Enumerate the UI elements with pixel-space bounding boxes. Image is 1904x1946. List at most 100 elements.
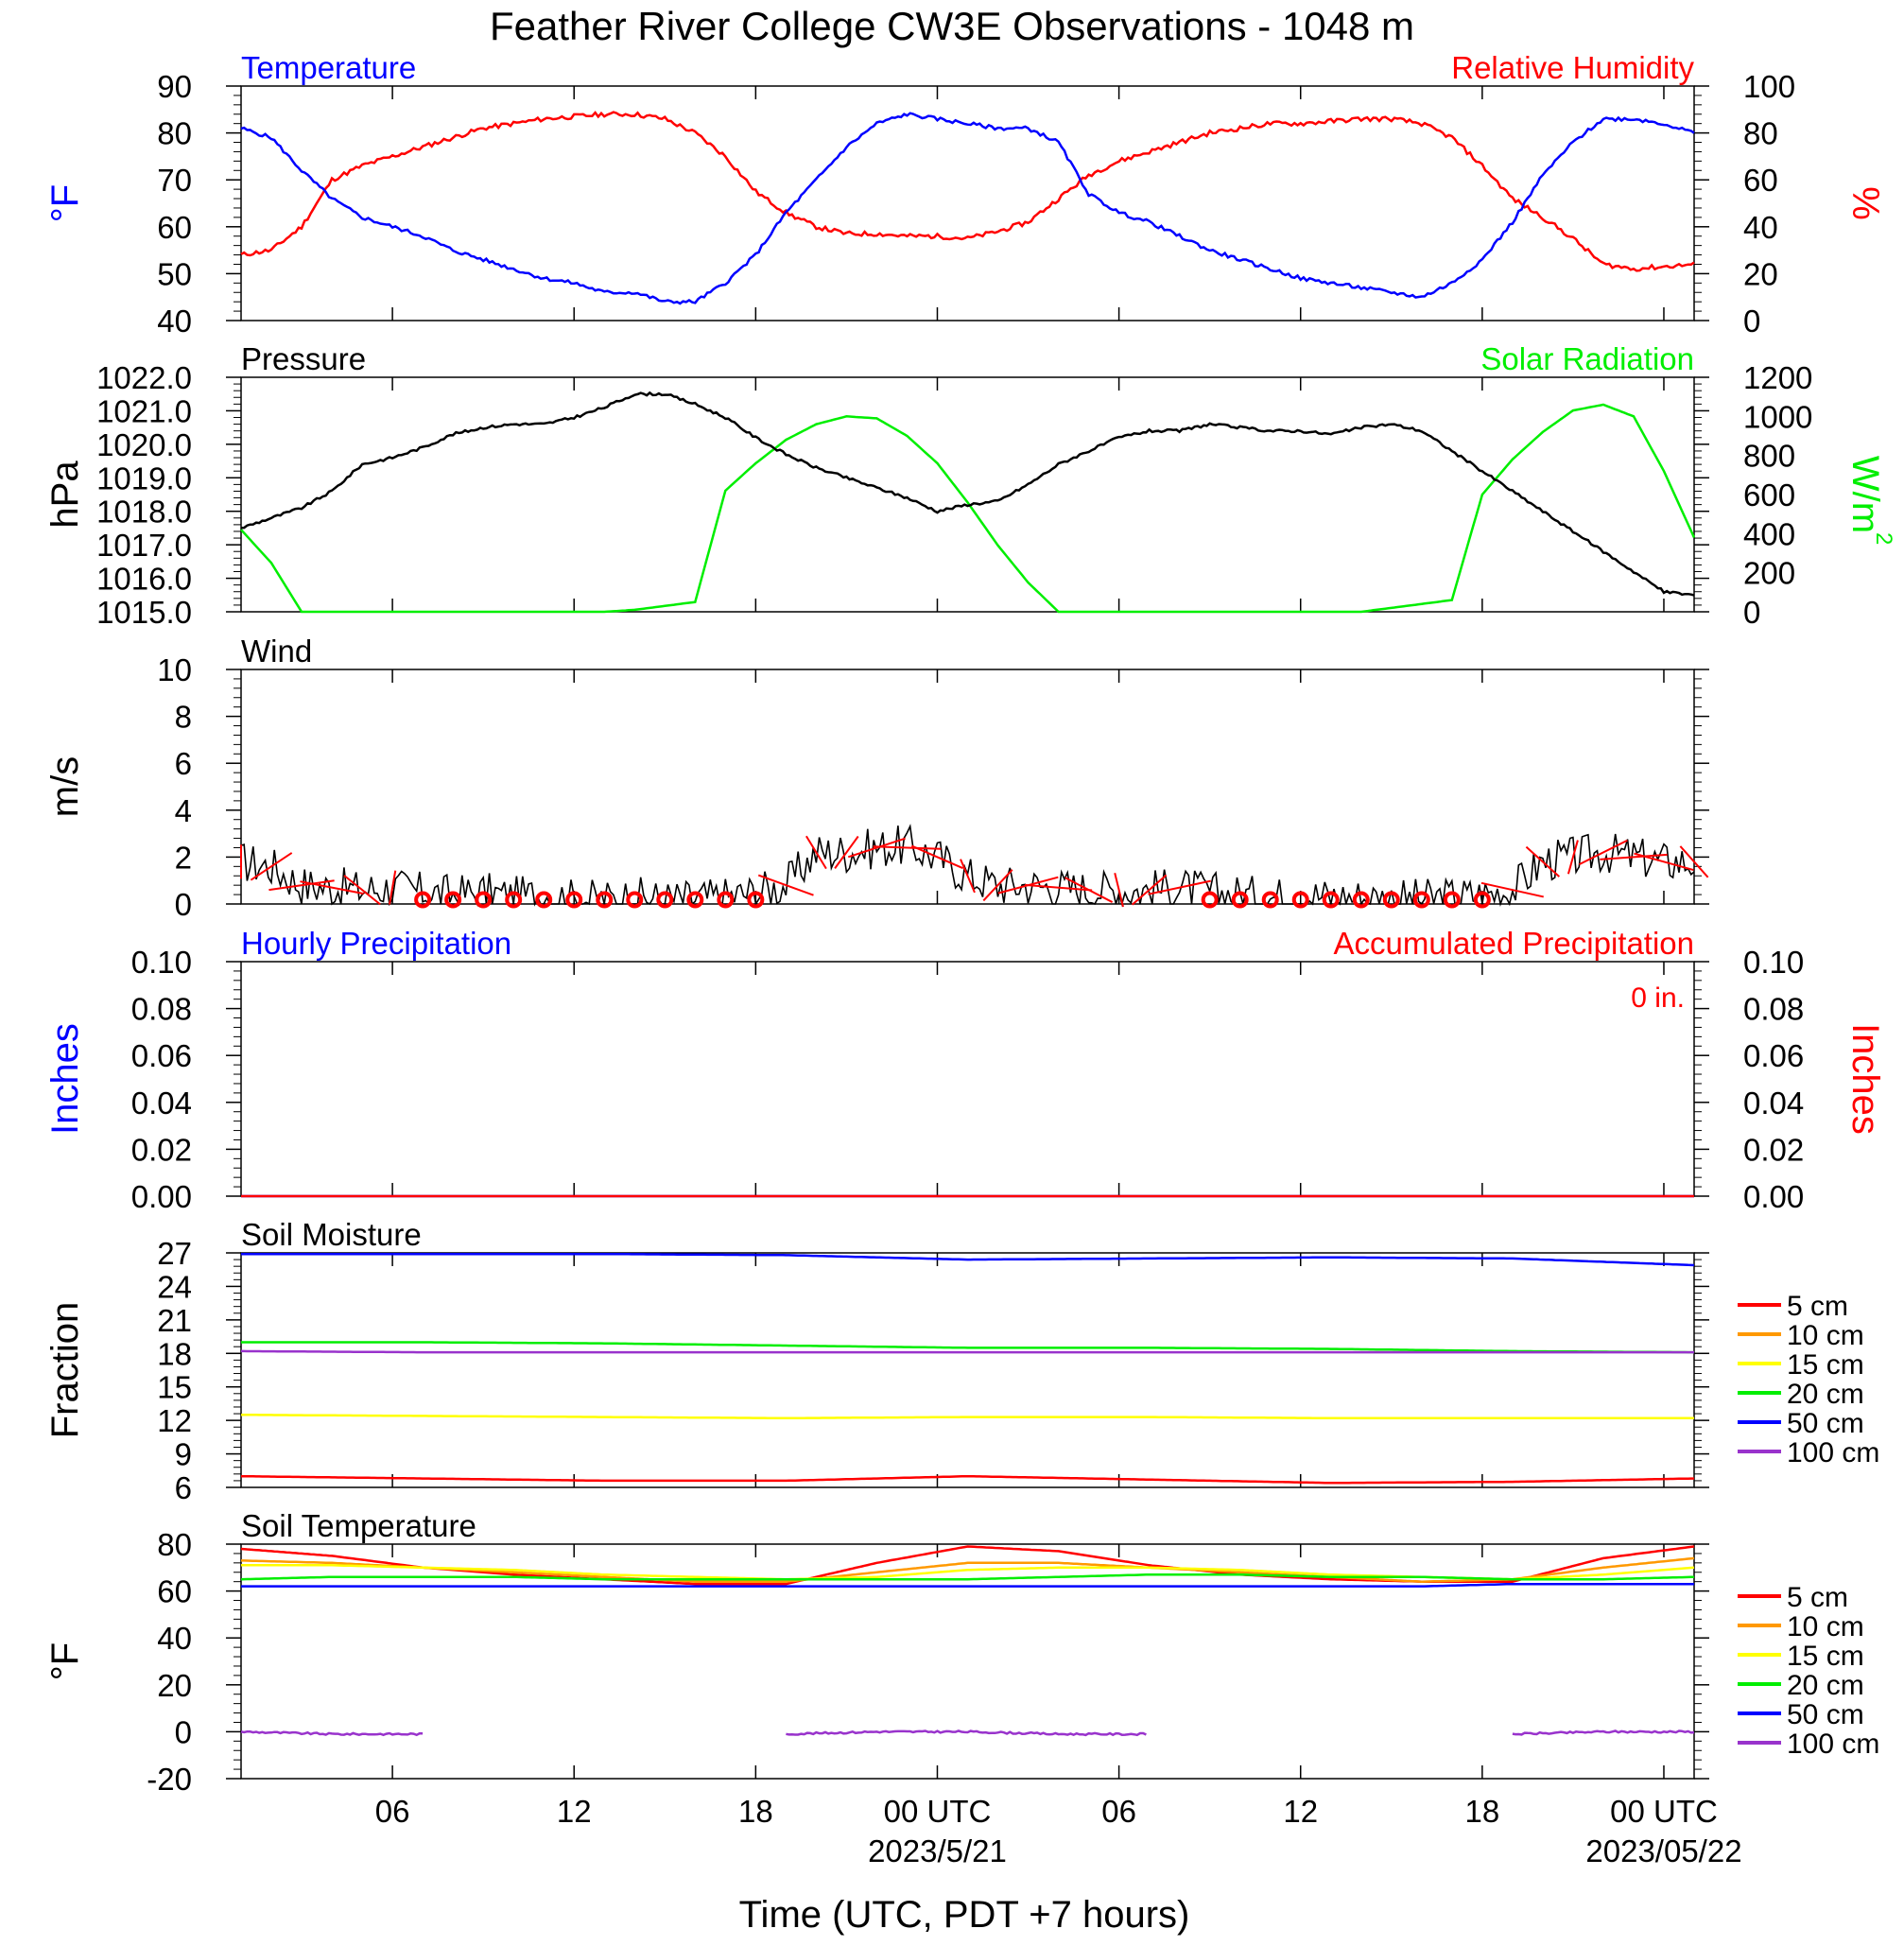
soil_temp-legend-label: 20 cm [1787, 1670, 1864, 1701]
soil-temperature-line [240, 1572, 1695, 1581]
pressure_solar-left-tick-label: 1022.0 [96, 360, 192, 395]
wind-left-tick-label: 2 [175, 840, 192, 875]
wind-calm-marker [1291, 891, 1309, 909]
soil_moisture-legend-label: 100 cm [1787, 1437, 1879, 1468]
wind-barb [834, 835, 859, 869]
soil_temp-left-tick-label: 60 [157, 1574, 192, 1609]
pressure_solar-right-tick-label: 1200 [1743, 360, 1812, 395]
wind-calm-marker [565, 891, 583, 909]
wind-calm-marker [1352, 891, 1370, 909]
x-date-label: 2023/5/21 [868, 1833, 1007, 1868]
soil_temp-legend-label: 50 cm [1787, 1699, 1864, 1730]
wind-calm-marker [717, 891, 735, 909]
wind-barb [982, 869, 1013, 902]
wind-barb [268, 879, 335, 892]
soil-temperature-line [240, 1729, 1695, 1737]
precip-right-tick-label: 0.10 [1743, 945, 1804, 980]
wind-barb [805, 835, 827, 870]
soil-moisture-line [241, 1349, 1694, 1354]
solar-radiation-line [240, 403, 1696, 614]
wind-calm-marker [1382, 891, 1400, 909]
temp_rh-left-unit: °F [44, 184, 86, 222]
precip-left-tick-label: 0.04 [131, 1086, 192, 1121]
wind-left-tick-label: 0 [175, 887, 192, 922]
pressure_solar-frame [240, 376, 1695, 613]
soil_moisture-left-tick-label: 24 [157, 1269, 192, 1304]
temp_rh-right-tick-label: 100 [1743, 69, 1795, 104]
pressure_solar-left-tick-label: 1017.0 [96, 528, 192, 563]
soil-moisture-line [241, 1474, 1694, 1485]
precip-left-tick-label: 0.02 [131, 1132, 192, 1167]
soil_moisture-left-title: Soil Moisture [241, 1217, 422, 1252]
wind-barb [757, 874, 814, 896]
wind-calm-marker [1261, 891, 1279, 909]
precip-right-tick-label: 0.04 [1743, 1086, 1804, 1121]
soil_temp-left-tick-label: 80 [157, 1527, 192, 1562]
soil_moisture-frame [240, 1252, 1695, 1488]
soil_temp-frame [240, 1543, 1695, 1780]
soil_moisture-legend-label: 20 cm [1787, 1379, 1864, 1410]
temperature-line [240, 112, 1695, 305]
soil_moisture-legend-label: 5 cm [1787, 1291, 1848, 1322]
temp_rh-right-tick-label: 20 [1743, 256, 1778, 291]
soil_temp-legend-label: 5 cm [1787, 1582, 1848, 1613]
wind-left-tick-label: 10 [157, 652, 192, 687]
wind-left-tick-label: 8 [175, 700, 192, 735]
precip-right-tick-label: 0.06 [1743, 1038, 1804, 1073]
x-axis-label: Time (UTC, PDT +7 hours) [739, 1894, 1190, 1936]
x-tick-label: 18 [1464, 1794, 1499, 1829]
wind-calm-marker [414, 891, 432, 909]
soil-temperature-line [241, 1582, 1694, 1588]
soil_temp-left-unit: °F [44, 1642, 86, 1680]
soil-moisture-line [241, 1341, 1694, 1354]
wind-barb [1566, 840, 1579, 875]
soil_moisture-left-tick-label: 12 [157, 1403, 192, 1438]
soil-temperature-line [241, 1556, 1695, 1583]
x-tick-label: 00 UTC [1610, 1794, 1718, 1829]
temp_rh-right-tick-label: 60 [1743, 163, 1778, 198]
accumulated-precip-value: 0 in. [1631, 982, 1685, 1014]
wind-calm-marker [1443, 891, 1461, 909]
temp_rh-right-tick-label: 80 [1743, 116, 1778, 151]
temp_rh-left-tick-label: 40 [157, 304, 192, 339]
wind-barb [1065, 877, 1114, 903]
wind-barb [1024, 883, 1093, 892]
soil_moisture-left-tick-label: 9 [175, 1437, 192, 1472]
temp_rh-left-tick-label: 60 [157, 210, 192, 245]
wind-barb [1525, 845, 1561, 877]
soil_temp-legend-label: 15 cm [1787, 1641, 1864, 1672]
wind-frame [240, 669, 1695, 905]
temp_rh-left-tick-label: 80 [157, 116, 192, 151]
temp_rh-left-tick-label: 50 [157, 256, 192, 291]
pressure_solar-left-title: Pressure [241, 341, 366, 376]
wind-calm-marker [1473, 891, 1491, 909]
temp_rh-left-title: Temperature [241, 50, 416, 85]
wind-calm-marker [596, 891, 614, 909]
rh-line [240, 111, 1695, 272]
pressure_solar-left-tick-label: 1019.0 [96, 460, 192, 495]
wind-calm-marker [535, 891, 553, 909]
x-tick-label: 12 [1283, 1794, 1318, 1829]
wind-barb [343, 875, 381, 906]
wind-left-unit: m/s [44, 756, 86, 817]
soil_temp-left-tick-label: 40 [157, 1621, 192, 1656]
soil_moisture-left-tick-label: 27 [157, 1236, 192, 1271]
wind-barb [847, 837, 906, 859]
wind-calm-marker [1322, 891, 1340, 909]
precip-right-tick-label: 0.02 [1743, 1132, 1804, 1167]
pressure_solar-right-tick-label: 400 [1743, 516, 1795, 551]
wind-left-tick-label: 6 [175, 746, 192, 781]
soil_moisture-legend-label: 15 cm [1787, 1349, 1864, 1381]
soil_temp-left-tick-label: 0 [175, 1714, 192, 1749]
wind-barb [960, 859, 976, 894]
soil_moisture-left-unit: Fraction [44, 1302, 86, 1439]
wind-left-title: Wind [241, 634, 312, 669]
pressure_solar-left-tick-label: 1018.0 [96, 495, 192, 530]
precip-right-title: Accumulated Precipitation [1333, 926, 1694, 961]
wind-barb [1480, 881, 1544, 898]
wind-barb [1600, 853, 1668, 860]
wind-calm-marker [1412, 891, 1430, 909]
pressure_solar-right-tick-label: 0 [1743, 595, 1760, 630]
pressure_solar-left-tick-label: 1020.0 [96, 427, 192, 462]
